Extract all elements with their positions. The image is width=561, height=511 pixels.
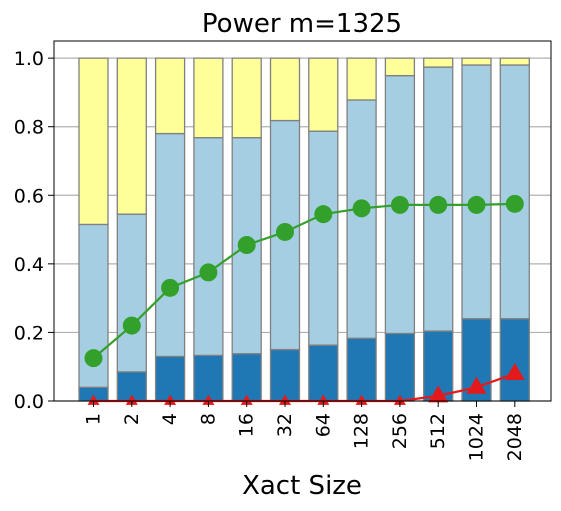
y-tick-label: 0.0 (14, 391, 44, 413)
x-tick-label: 2 (121, 413, 143, 425)
x-tick-label: 512 (427, 413, 449, 449)
line-point-1-64 (317, 394, 330, 405)
line-point-0-256 (390, 195, 409, 214)
x-tick-label: 2048 (504, 413, 526, 461)
x-axis: 1 2 4 8 16 32 64 128 256 512 1024 2048 (83, 401, 526, 461)
bar-segment-2-512 (423, 57, 454, 68)
bar-segment-0-4 (154, 355, 186, 402)
line-point-0-32 (276, 222, 294, 241)
bar-segment-0-16 (231, 353, 262, 402)
bar-segment-1-2048 (499, 64, 530, 320)
bar-segment-1-8 (193, 137, 224, 357)
bar-segment-2-128 (346, 57, 377, 101)
bar-segment-2-64 (308, 57, 339, 132)
x-tick-label: 16 (236, 413, 258, 437)
line-point-1-2048 (504, 363, 525, 381)
x-tick-label: 1 (83, 413, 105, 425)
bar-segment-2-256 (384, 57, 416, 77)
y-tick-label: 0.8 (14, 117, 44, 139)
line-point-0-4 (161, 278, 180, 297)
plot-frame (53, 40, 552, 402)
y-tick-label: 0.6 (14, 185, 44, 207)
bars (78, 57, 530, 402)
line-point-0-2 (122, 316, 141, 335)
bar-segment-2-2 (116, 57, 147, 215)
x-tick-label: 256 (389, 413, 411, 449)
bar-segment-2-2048 (499, 57, 530, 66)
bar-segment-1-1024 (461, 64, 492, 320)
y-tick-label: 0.2 (14, 322, 44, 344)
x-tick-label: 128 (351, 413, 373, 449)
line-point-1-16 (240, 394, 253, 405)
x-tick-label: 8 (197, 413, 219, 425)
line-point-1-512 (428, 385, 449, 403)
chart-title: Power m=1325 (202, 9, 402, 39)
line-point-0-64 (314, 205, 333, 224)
bar-segment-1-2 (116, 213, 147, 373)
line-point-0-128 (352, 199, 371, 218)
line-point-1-128 (355, 394, 368, 405)
bar-segment-0-256 (384, 332, 416, 402)
y-axis: 0.0 0.2 0.4 0.6 0.8 1.0 (14, 48, 54, 413)
bar-segment-2-1024 (461, 57, 492, 66)
y-tick-label: 1.0 (14, 48, 44, 70)
bar-segment-2-4 (154, 57, 186, 135)
bar-segment-1-64 (308, 130, 339, 346)
line-point-1-2 (125, 394, 138, 405)
line-point-0-1 (84, 349, 103, 368)
x-tick-label: 64 (312, 413, 334, 437)
bar-segment-2-32 (269, 57, 301, 122)
x-tick-label: 1024 (466, 413, 488, 461)
line-point-0-2048 (505, 194, 524, 213)
y-tick-label: 0.4 (14, 254, 44, 276)
bar-segment-0-128 (346, 337, 377, 402)
line-point-1-4 (164, 394, 177, 405)
lines (84, 194, 525, 405)
line-point-1-32 (279, 394, 291, 405)
bar-segment-0-8 (193, 354, 224, 402)
bar-segment-0-64 (308, 344, 339, 402)
line-point-1-256 (393, 394, 406, 405)
line-point-1-1024 (466, 376, 487, 394)
line-point-1-8 (202, 394, 215, 405)
line-point-1-1 (87, 394, 100, 405)
bar-segment-2-1 (78, 57, 109, 226)
bar-segment-1-128 (346, 99, 377, 339)
bar-segment-2-16 (231, 57, 262, 139)
x-tick-label: 32 (274, 413, 296, 437)
bar-segment-2-8 (193, 57, 224, 139)
x-tick-label: 4 (159, 413, 181, 425)
line-point-0-8 (199, 263, 218, 282)
line-point-0-16 (237, 236, 256, 254)
line-point-0-512 (429, 195, 448, 214)
bar-segment-0-2048 (499, 318, 530, 402)
bar-segment-1-4 (154, 132, 186, 358)
bar-segment-0-32 (269, 348, 301, 402)
x-axis-label: Xact Size (242, 471, 362, 501)
line-point-0-1024 (467, 195, 486, 214)
